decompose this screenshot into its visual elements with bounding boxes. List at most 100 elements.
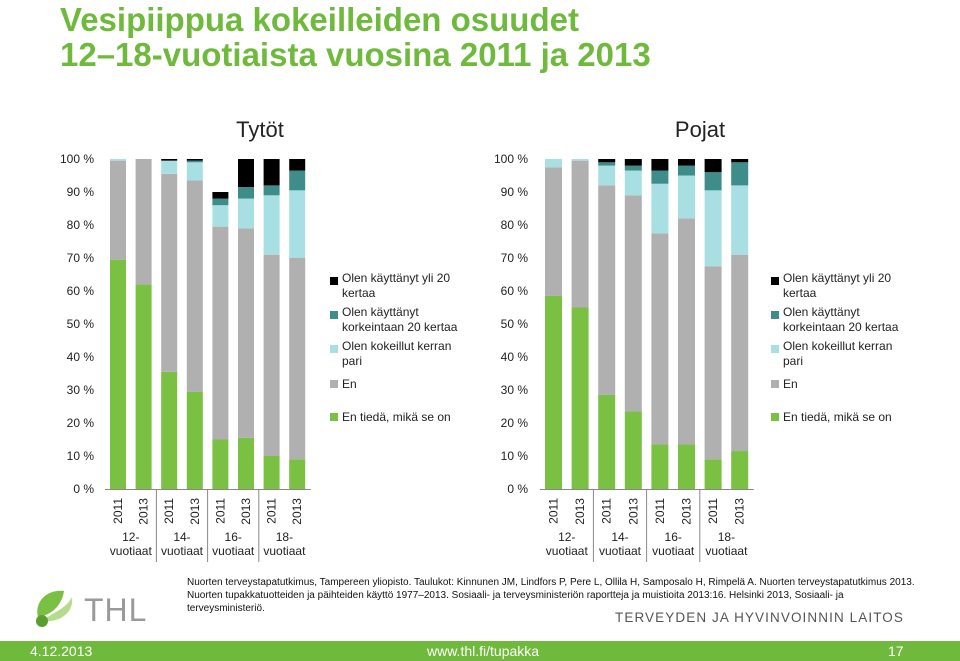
bar-segment — [651, 233, 669, 445]
legend-label: En tiedä, mikä se on — [783, 410, 892, 424]
legend-label-line: korkeintaan 20 kertaa — [342, 320, 458, 334]
bar-segment — [212, 226, 229, 440]
bar-segment — [186, 162, 203, 181]
legend-swatch — [771, 345, 779, 353]
y-tick-label: 40 % — [501, 350, 529, 364]
legend-label-line: Olen kokeillut kerran — [342, 339, 451, 353]
legend-label: En — [342, 377, 357, 391]
bar-segment — [571, 160, 589, 308]
group-label-line: vuotiaat — [652, 544, 695, 558]
group-label-line: 14- — [173, 530, 190, 544]
group-label-line: 16- — [225, 530, 242, 544]
x-tick-label: 2011 — [547, 498, 561, 524]
footer-url: www.thl.fi/tupakka — [427, 643, 540, 659]
bar-segment — [186, 391, 203, 489]
footer-page-number: 17 — [888, 643, 904, 659]
legend-label-line: Olen käyttänyt yli 20 — [342, 271, 450, 285]
legend-label-line: Olen käyttänyt — [783, 305, 860, 319]
bar-segment — [624, 159, 642, 166]
thl-logo-text: THL — [84, 592, 147, 628]
bar-segment — [110, 259, 126, 489]
chart-1: Tytöt 0 % 10 % 20 % 30 % 40 % 50 % 60 % 70 % 80 %… — [60, 117, 458, 562]
legend-swatch — [771, 311, 779, 319]
legend-label-line: En — [342, 377, 357, 391]
y-tick-label: 60 % — [67, 284, 95, 298]
bar-segment — [624, 195, 642, 412]
slide-title: Vesipiippua kokeilleiden osuudet 12–18-v… — [60, 2, 651, 72]
bar-segment — [571, 307, 589, 489]
bar-segment — [545, 295, 562, 489]
y-tick-label: 100 % — [494, 152, 528, 166]
thl-leaf-icon — [36, 590, 73, 627]
group-label: 12-vuotiaat — [110, 530, 153, 558]
bar-segment — [263, 159, 280, 186]
x-tick-label: 2011 — [265, 498, 279, 524]
y-tick-label: 10 % — [67, 449, 95, 463]
thl-logo: THL — [32, 583, 162, 636]
y-tick-label: 80 % — [501, 218, 529, 232]
bar-segment — [598, 165, 616, 186]
legend-label-line: Olen käyttänyt yli 20 — [783, 271, 891, 285]
group-label-line: 16- — [665, 530, 682, 544]
legend-swatch — [330, 311, 338, 319]
y-tick-label: 20 % — [67, 416, 95, 430]
bar-segment — [651, 444, 669, 489]
x-tick-label: 2011 — [600, 498, 614, 524]
legend-label-line: Olen kokeillut kerran — [783, 339, 892, 353]
x-tick-label: 2011 — [162, 498, 176, 524]
bar-segment — [161, 160, 178, 174]
group-label: 16-vuotiaat — [212, 530, 255, 558]
org-name: TERVEYDEN JA HYVINVOINNIN LAITOS — [615, 610, 905, 625]
x-tick-label: 2011 — [213, 498, 227, 524]
legend-label-line: kertaa — [783, 286, 817, 300]
x-tick-label: 2011 — [111, 498, 125, 524]
bar-segment — [263, 456, 280, 489]
bar-segment — [186, 180, 203, 392]
group-label: 18-vuotiaat — [263, 530, 306, 558]
charts-svg: Tytöt 0 % 10 % 20 % 30 % 40 % 50 % 60 % 70 % 80 %… — [60, 117, 899, 562]
group-label-line: 12- — [122, 530, 139, 544]
group-label-line: vuotiaat — [546, 544, 589, 558]
title-line-2: 12–18-vuotiaista vuosina 2011 ja 2013 — [60, 36, 651, 73]
group-label-line: 12- — [558, 530, 575, 544]
bar-segment — [212, 198, 229, 206]
x-tick-label: 2013 — [239, 498, 253, 525]
bar-segment — [651, 170, 669, 184]
group-label: 12-vuotiaat — [546, 530, 589, 558]
bar-segment — [212, 205, 229, 227]
y-tick-label: 40 % — [67, 350, 95, 364]
x-tick-label: 2013 — [290, 498, 304, 525]
bar-segment — [704, 266, 722, 460]
group-label-line: 14- — [611, 530, 628, 544]
bar-segment — [263, 254, 280, 456]
bar-segment — [731, 254, 749, 452]
legend-swatch — [330, 277, 338, 285]
bar-segment — [678, 159, 695, 166]
legend-label-line: korkeintaan 20 kertaa — [783, 320, 899, 334]
bar-segment — [678, 175, 695, 219]
group-label: 14-vuotiaat — [161, 530, 204, 558]
legend-label-line: En tiedä, mikä se on — [342, 410, 451, 424]
group-label-line: 18- — [276, 530, 293, 544]
y-tick-label: 90 % — [501, 185, 529, 199]
y-tick-label: 30 % — [501, 383, 529, 397]
bar-segment — [571, 159, 589, 161]
bar-segment — [238, 159, 254, 188]
legend-swatch — [771, 277, 779, 285]
bar-segment — [289, 258, 306, 460]
bar-segment — [624, 170, 642, 196]
bar-segment — [598, 159, 616, 163]
legend-label: Olen kokeillut kerran pari — [342, 339, 451, 368]
y-tick-label: 70 % — [67, 251, 95, 265]
bar-segment — [135, 284, 152, 489]
group-label-line: vuotiaat — [599, 544, 642, 558]
x-tick-label: 2013 — [137, 498, 151, 525]
bar-segment — [704, 172, 722, 191]
y-tick-label: 60 % — [501, 284, 529, 298]
source-note: Nuorten terveystapatutkimus, Tampereen y… — [187, 577, 915, 614]
y-tick-label: 50 % — [67, 317, 95, 331]
x-tick-label: 2013 — [626, 498, 640, 525]
x-tick-label: 2013 — [733, 498, 747, 525]
group-label-line: vuotiaat — [161, 544, 204, 558]
x-tick-label: 2011 — [706, 498, 720, 524]
